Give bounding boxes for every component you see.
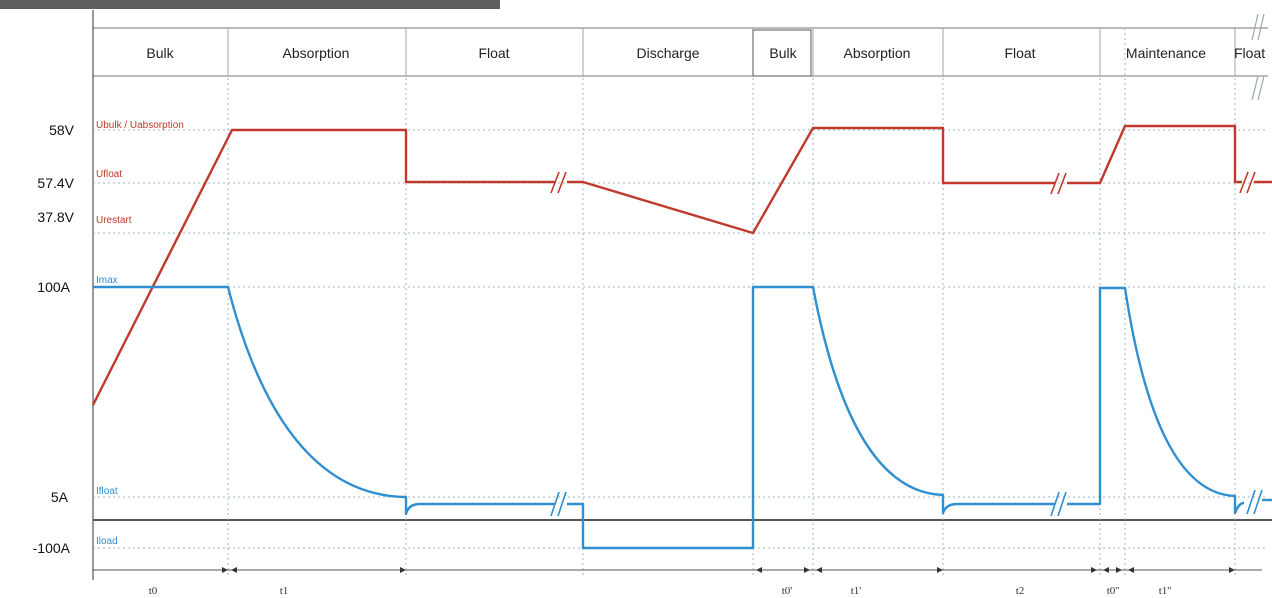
- y-label-57-4v: 57.4V: [37, 175, 74, 191]
- annot-ufloat: Ufloat: [96, 169, 122, 180]
- phase-header: [93, 27, 1268, 77]
- annot-urestart: Urestart: [96, 215, 132, 226]
- y-label-37-8v: 37.8V: [37, 209, 74, 225]
- right-break-marks: [1251, 13, 1265, 101]
- y-label-5a: 5A: [51, 489, 69, 505]
- phase-label-discharge: Discharge: [636, 45, 699, 61]
- y-axis-labels: 58V 57.4V 37.8V 100A 5A -100A: [33, 122, 75, 556]
- phase-label-float: Float: [478, 45, 509, 61]
- annot-imax: Imax: [96, 275, 118, 286]
- voltage-break-marks: [550, 171, 1256, 195]
- top-bar: [0, 0, 500, 9]
- phase-label-maintenance: Maintenance: [1126, 45, 1206, 61]
- phase-label-bulk: Bulk: [146, 45, 174, 61]
- annot-ubulk: Ubulk / Uabsorption: [96, 120, 184, 131]
- time-label-t0-double-prime: t0'': [1107, 585, 1120, 597]
- annot-ifloat: Ifloat: [96, 486, 118, 497]
- time-label-t0-prime: t0': [782, 585, 793, 597]
- time-labels: t0 t1 t0' t1' t2 t0'' t1'': [149, 585, 1172, 597]
- phase-label-bulk-2: Bulk: [769, 45, 797, 61]
- current-annotations: Imax Ifloat Iload: [96, 275, 118, 547]
- time-interval-arrows: [222, 567, 1235, 573]
- y-label-minus-100a: -100A: [33, 540, 71, 556]
- y-label-100a: 100A: [37, 279, 70, 295]
- phase-label-absorption: Absorption: [283, 45, 350, 61]
- time-label-t1-prime: t1': [851, 585, 862, 597]
- voltage-curve: [91, 124, 1272, 406]
- phase-separators: [227, 28, 1236, 76]
- voltage-annotations: Ubulk / Uabsorption Ufloat Urestart: [96, 120, 184, 226]
- phase-labels: Bulk Absorption Float Discharge Bulk Abs…: [146, 45, 1265, 61]
- y-label-58v: 58V: [49, 122, 75, 138]
- phase-label-float-2: Float: [1004, 45, 1035, 61]
- current-curve: [93, 285, 1272, 550]
- time-label-t2: t2: [1016, 585, 1025, 597]
- time-label-t1: t1: [280, 585, 289, 597]
- time-label-t0: t0: [149, 585, 158, 597]
- horizontal-gridlines: [93, 129, 1268, 549]
- current-break-marks: [550, 489, 1263, 517]
- bulk-highlight-box: [752, 29, 812, 77]
- annot-iload: Iload: [96, 536, 118, 547]
- phase-label-absorption-2: Absorption: [844, 45, 911, 61]
- time-label-t1-double-prime: t1'': [1159, 585, 1172, 597]
- phase-label-float-3: Float: [1234, 45, 1265, 61]
